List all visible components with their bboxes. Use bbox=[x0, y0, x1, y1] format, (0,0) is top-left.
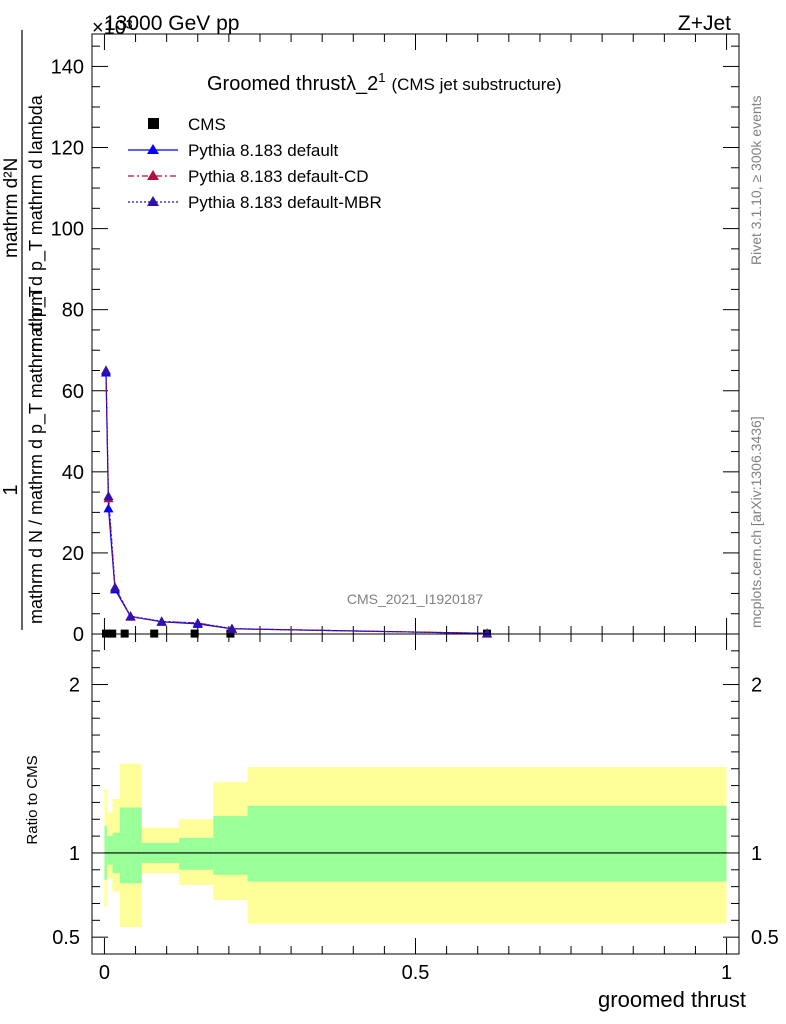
y-label-denominator: mathrm d N / mathrm d p_T mathrm d p_T bbox=[26, 286, 47, 624]
y-label-right-numerator: mathrm d²N bbox=[1, 158, 22, 258]
series-line bbox=[105, 370, 488, 634]
ratio-y-tick-label-right: 2 bbox=[751, 675, 762, 697]
ratio-y-tick-label: 2 bbox=[69, 675, 80, 697]
legend-marker-triangle bbox=[147, 170, 159, 180]
legend-entry: Pythia 8.183 default bbox=[128, 141, 339, 160]
legend-entry: Pythia 8.183 default-MBR bbox=[128, 193, 382, 212]
legend-label: Pythia 8.183 default-MBR bbox=[188, 193, 382, 212]
legend-label: Pythia 8.183 default bbox=[188, 141, 339, 160]
series-point bbox=[482, 628, 493, 638]
y-tick-label: 80 bbox=[62, 300, 84, 322]
series-point bbox=[100, 365, 111, 375]
y-label-numerator: 1 bbox=[0, 484, 22, 495]
y-tick-label: 0 bbox=[73, 624, 84, 646]
mcplots-label: mcplots.cern.ch [arXiv:1306.3436] bbox=[748, 416, 764, 628]
energy-label: 13000 GeV pp bbox=[104, 12, 239, 35]
series-point bbox=[103, 503, 114, 513]
rivet-label: Rivet 3.1.10, ≥ 300k events bbox=[748, 95, 764, 265]
series-point bbox=[110, 582, 121, 592]
series-point bbox=[125, 611, 136, 621]
x-tick-label: 0.5 bbox=[402, 962, 430, 984]
series-line bbox=[105, 370, 488, 634]
legend-label: Pythia 8.183 default-CD bbox=[188, 167, 369, 186]
ratio-green-band bbox=[179, 837, 214, 870]
series-point bbox=[226, 623, 237, 633]
ratio-green-band bbox=[119, 807, 142, 884]
ratio-axis-ticks: 0.5 0.5 1 1 2 2 0 0.5 1 bbox=[52, 634, 779, 984]
ratio-y-tick-label-right: 1 bbox=[751, 843, 762, 865]
y-tick-label: 20 bbox=[62, 543, 84, 565]
legend-marker-triangle bbox=[147, 144, 159, 154]
ratio-y-tick-label: 1 bbox=[69, 843, 80, 865]
ratio-green-band bbox=[106, 836, 113, 865]
legend: CMS Pythia 8.183 default Pythia 8.183 defa… bbox=[128, 115, 382, 212]
series-point bbox=[103, 491, 114, 501]
legend-label: CMS bbox=[188, 115, 226, 134]
ratio-green-band bbox=[213, 815, 248, 875]
plot-title-superscript: 1 bbox=[378, 70, 385, 85]
series-point bbox=[156, 616, 167, 626]
plot-title-suffix: (CMS jet substructure) bbox=[391, 75, 561, 94]
legend-entry: Pythia 8.183 default-CD bbox=[128, 167, 369, 186]
y-tick-label: 40 bbox=[62, 462, 84, 484]
ratio-uncertainty-bands bbox=[104, 763, 727, 928]
y-label-right-denominator: mathrm d p_T mathrm d lambda bbox=[26, 94, 47, 352]
series-point bbox=[192, 618, 203, 628]
legend-marker-square bbox=[148, 118, 159, 129]
plot-title-main: Groomed thrustλ_2 bbox=[207, 73, 378, 95]
process-label: Z+Jet bbox=[678, 12, 731, 35]
analysis-watermark: CMS_2021_I1920187 bbox=[347, 591, 483, 607]
y-tick-label: 120 bbox=[51, 138, 84, 160]
y-tick-label: 140 bbox=[51, 56, 84, 78]
plot-title: Groomed thrustλ_21 (CMS jet substructure) bbox=[207, 70, 561, 95]
legend-entry: CMS bbox=[148, 115, 226, 134]
x-tick-label: 1 bbox=[721, 962, 732, 984]
legend-marker-triangle bbox=[147, 196, 159, 206]
main-axis-ticks: 0 20 40 60 80 100 120 140 bbox=[51, 34, 739, 646]
main-y-label: 1 mathrm d N / mathrm d p_T mathrm d p_T… bbox=[0, 30, 47, 630]
ratio-panel: 0.5 0.5 1 1 2 2 0 0.5 1 bbox=[52, 633, 779, 984]
y-tick-label: 100 bbox=[51, 219, 84, 241]
ratio-y-tick-label-right: 0.5 bbox=[751, 927, 779, 949]
ratio-y-label: Ratio to CMS bbox=[24, 755, 41, 844]
x-tick-label: 0 bbox=[99, 962, 110, 984]
x-axis-label: groomed thrust bbox=[598, 987, 746, 1012]
ratio-green-band bbox=[247, 805, 727, 882]
y-tick-label: 60 bbox=[62, 381, 84, 403]
ratio-y-tick-label: 0.5 bbox=[52, 927, 80, 949]
